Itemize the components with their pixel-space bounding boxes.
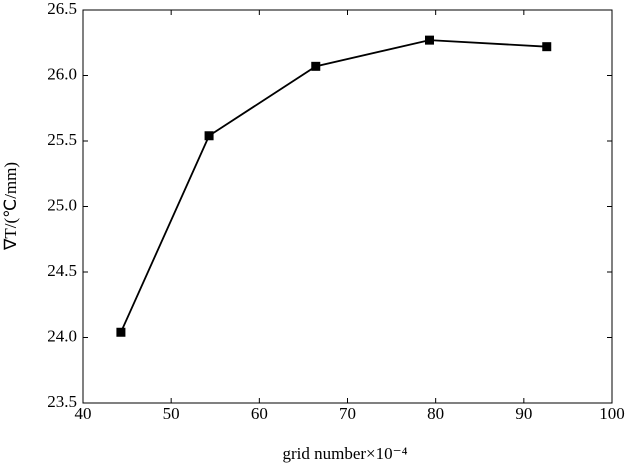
- y-tick-label: 26.5: [47, 0, 77, 18]
- plot-frame: [82, 9, 613, 404]
- y-tick-label: 25.5: [47, 130, 77, 149]
- data-point: [542, 42, 552, 52]
- x-tick-label: 100: [599, 404, 625, 423]
- x-tick-label: 60: [251, 404, 268, 423]
- y-tick-label: 24.5: [47, 261, 77, 280]
- y-tick-label: 26.0: [47, 64, 77, 83]
- y-tick-label: 24.0: [47, 326, 77, 345]
- data-point: [116, 327, 126, 337]
- data-point: [424, 35, 434, 45]
- x-tick-label: 40: [75, 404, 92, 423]
- y-tick-label: 25.0: [47, 195, 77, 214]
- x-axis-label: grid number×10⁻⁴: [282, 444, 407, 463]
- data-point: [204, 131, 214, 141]
- x-tick-label: 70: [339, 404, 356, 423]
- x-tick-label: 90: [515, 404, 532, 423]
- x-tick-label: 80: [427, 404, 444, 423]
- data-point: [311, 61, 321, 71]
- y-tick-label: 23.5: [47, 392, 77, 411]
- y-axis-label: ∇T/(℃/mm): [1, 162, 20, 251]
- x-tick-label: 50: [163, 404, 180, 423]
- data-line: [120, 39, 547, 333]
